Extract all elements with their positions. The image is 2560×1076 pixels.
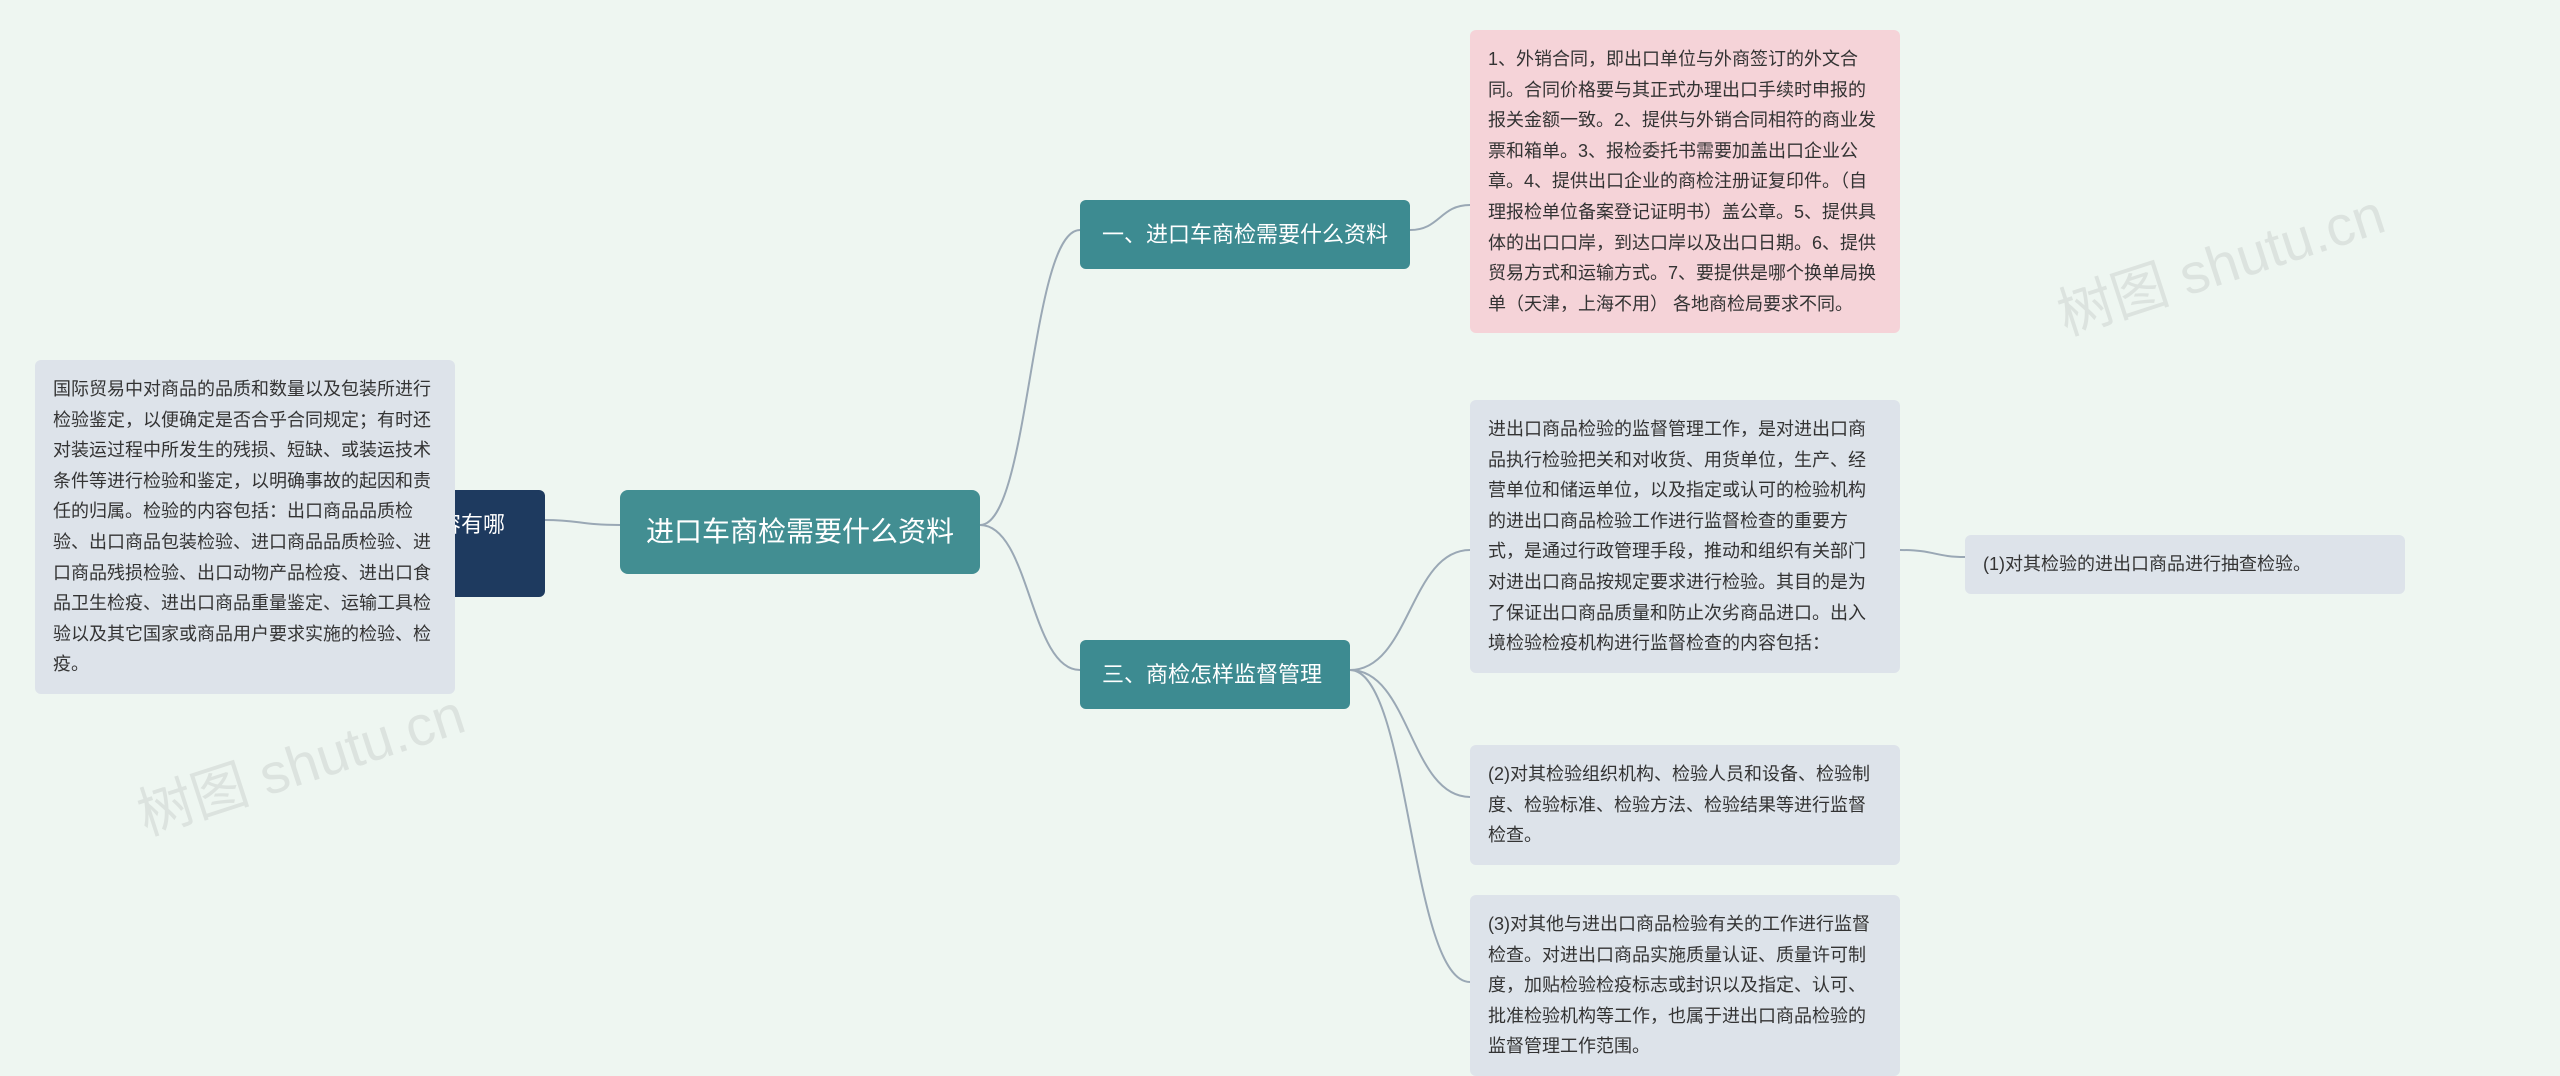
section-1-node[interactable]: 一、进口车商检需要什么资料 xyxy=(1080,200,1410,269)
section-3-detail-3: (3)对其他与进出口商品检验有关的工作进行监督检查。对进出口商品实施质量认证、质… xyxy=(1470,895,1900,1076)
section-2-detail: 国际贸易中对商品的品质和数量以及包装所进行检验鉴定，以便确定是否合乎合同规定；有… xyxy=(35,360,455,694)
section-1-detail: 1、外销合同，即出口单位与外商签订的外文合同。合同价格要与其正式办理出口手续时申… xyxy=(1470,30,1900,333)
watermark: 树图 shutu.cn xyxy=(126,670,474,852)
section-3-detail-1: 进出口商品检验的监督管理工作，是对进出口商品执行检验把关和对收货、用货单位，生产… xyxy=(1470,400,1900,673)
section-3-detail-2: (2)对其检验组织机构、检验人员和设备、检验制度、检验标准、检验方法、检验结果等… xyxy=(1470,745,1900,865)
section-3-node[interactable]: 三、商检怎样监督管理 xyxy=(1080,640,1350,709)
watermark: 树图 shutu.cn xyxy=(2046,170,2394,352)
section-3-leaf-1: (1)对其检验的进出口商品进行抽查检验。 xyxy=(1965,535,2405,594)
root-node[interactable]: 进口车商检需要什么资料 xyxy=(620,490,980,574)
